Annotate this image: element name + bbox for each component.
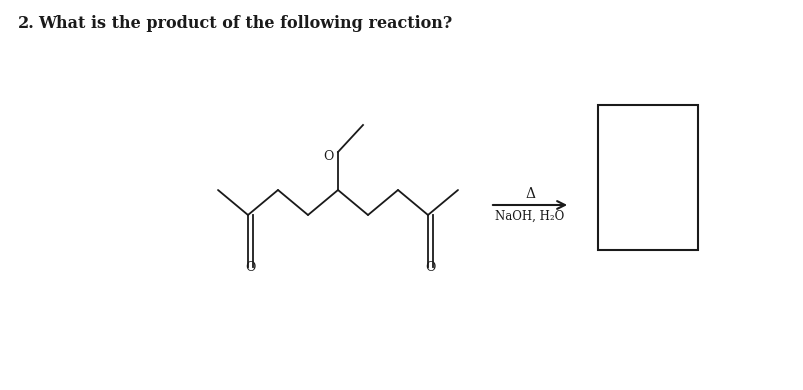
Text: Δ: Δ — [524, 187, 534, 201]
Text: 2.: 2. — [18, 15, 35, 32]
Text: O: O — [244, 261, 255, 274]
Text: NaOH, H₂O: NaOH, H₂O — [495, 210, 564, 223]
Bar — [597, 105, 697, 250]
Text: O: O — [323, 150, 332, 163]
Text: O: O — [424, 261, 434, 274]
Text: What is the product of the following reaction?: What is the product of the following rea… — [38, 15, 452, 32]
